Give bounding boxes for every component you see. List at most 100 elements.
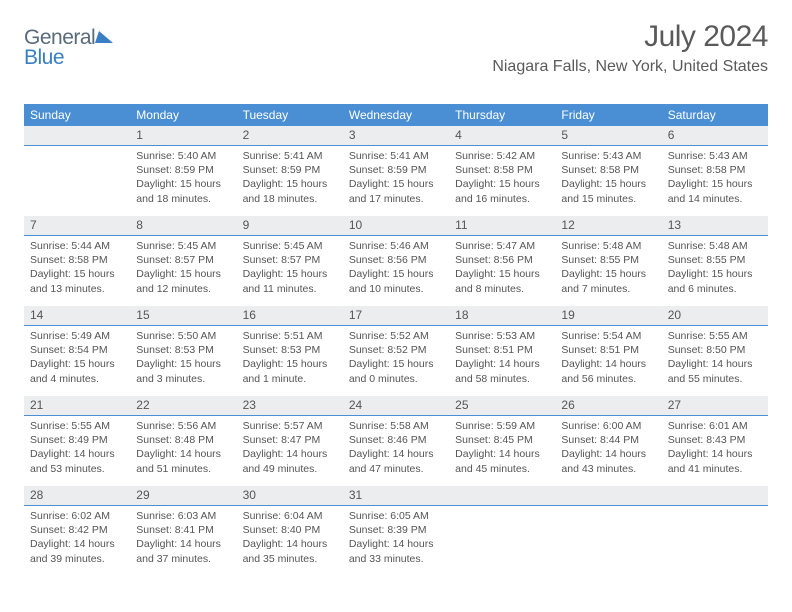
daynum-row: 28293031 [24,486,768,506]
daylight-text: Daylight: 15 hours and 15 minutes. [561,177,655,205]
day-detail: Sunrise: 6:00 AMSunset: 8:44 PMDaylight:… [555,416,661,486]
day-number: 6 [662,126,768,145]
daylight-text: Daylight: 14 hours and 45 minutes. [455,447,549,475]
sunrise-text: Sunrise: 5:48 AM [561,239,655,253]
sunset-text: Sunset: 8:55 PM [668,253,762,267]
sunrise-text: Sunrise: 5:41 AM [243,149,337,163]
sunrise-text: Sunrise: 6:03 AM [136,509,230,523]
sunset-text: Sunset: 8:51 PM [561,343,655,357]
sunset-text: Sunset: 8:59 PM [349,163,443,177]
page-subtitle: Niagara Falls, New York, United States [492,58,768,76]
day-number: 12 [555,216,661,235]
day-number: 24 [343,396,449,415]
day-header: Thursday [449,104,555,126]
day-detail: Sunrise: 5:52 AMSunset: 8:52 PMDaylight:… [343,326,449,396]
sunset-text: Sunset: 8:41 PM [136,523,230,537]
sunrise-text: Sunrise: 5:41 AM [349,149,443,163]
logo-triangle-icon [95,29,113,48]
day-number: 22 [130,396,236,415]
day-number: 27 [662,396,768,415]
detail-row: Sunrise: 5:55 AMSunset: 8:49 PMDaylight:… [24,416,768,486]
daylight-text: Daylight: 15 hours and 3 minutes. [136,357,230,385]
day-number: 16 [237,306,343,325]
sunset-text: Sunset: 8:58 PM [30,253,124,267]
daylight-text: Daylight: 14 hours and 56 minutes. [561,357,655,385]
day-detail: Sunrise: 5:42 AMSunset: 8:58 PMDaylight:… [449,146,555,216]
sunset-text: Sunset: 8:46 PM [349,433,443,447]
day-header: Monday [130,104,236,126]
sunset-text: Sunset: 8:58 PM [455,163,549,177]
sunrise-text: Sunrise: 5:52 AM [349,329,443,343]
daylight-text: Daylight: 14 hours and 39 minutes. [30,537,124,565]
day-number: 1 [130,126,236,145]
day-detail [449,506,555,576]
sunset-text: Sunset: 8:47 PM [243,433,337,447]
sunrise-text: Sunrise: 5:49 AM [30,329,124,343]
daylight-text: Daylight: 15 hours and 18 minutes. [136,177,230,205]
day-number: 4 [449,126,555,145]
sunrise-text: Sunrise: 5:43 AM [668,149,762,163]
day-detail: Sunrise: 5:56 AMSunset: 8:48 PMDaylight:… [130,416,236,486]
day-detail: Sunrise: 5:44 AMSunset: 8:58 PMDaylight:… [24,236,130,306]
daylight-text: Daylight: 15 hours and 17 minutes. [349,177,443,205]
day-number: 17 [343,306,449,325]
daylight-text: Daylight: 14 hours and 47 minutes. [349,447,443,475]
daylight-text: Daylight: 14 hours and 35 minutes. [243,537,337,565]
daynum-row: 14151617181920 [24,306,768,326]
day-number: 26 [555,396,661,415]
day-number: 5 [555,126,661,145]
sunrise-text: Sunrise: 5:45 AM [243,239,337,253]
day-number: 7 [24,216,130,235]
day-detail: Sunrise: 5:57 AMSunset: 8:47 PMDaylight:… [237,416,343,486]
day-header: Wednesday [343,104,449,126]
day-number [449,486,555,505]
daylight-text: Daylight: 15 hours and 18 minutes. [243,177,337,205]
day-detail: Sunrise: 6:03 AMSunset: 8:41 PMDaylight:… [130,506,236,576]
day-detail: Sunrise: 5:53 AMSunset: 8:51 PMDaylight:… [449,326,555,396]
day-detail: Sunrise: 5:40 AMSunset: 8:59 PMDaylight:… [130,146,236,216]
logo-line2: Blue [24,46,64,70]
day-detail: Sunrise: 5:46 AMSunset: 8:56 PMDaylight:… [343,236,449,306]
daylight-text: Daylight: 15 hours and 11 minutes. [243,267,337,295]
day-number: 14 [24,306,130,325]
day-header: Sunday [24,104,130,126]
sunset-text: Sunset: 8:42 PM [30,523,124,537]
day-detail [555,506,661,576]
day-detail: Sunrise: 5:41 AMSunset: 8:59 PMDaylight:… [237,146,343,216]
detail-row: Sunrise: 6:02 AMSunset: 8:42 PMDaylight:… [24,506,768,576]
sunrise-text: Sunrise: 5:56 AM [136,419,230,433]
day-detail [24,146,130,216]
daylight-text: Daylight: 15 hours and 8 minutes. [455,267,549,295]
day-number: 13 [662,216,768,235]
sunrise-text: Sunrise: 5:45 AM [136,239,230,253]
day-number [24,126,130,145]
daylight-text: Daylight: 14 hours and 51 minutes. [136,447,230,475]
day-detail: Sunrise: 5:50 AMSunset: 8:53 PMDaylight:… [130,326,236,396]
sunrise-text: Sunrise: 6:01 AM [668,419,762,433]
sunrise-text: Sunrise: 6:04 AM [243,509,337,523]
day-number: 11 [449,216,555,235]
day-number: 8 [130,216,236,235]
day-detail: Sunrise: 6:04 AMSunset: 8:40 PMDaylight:… [237,506,343,576]
day-detail: Sunrise: 5:55 AMSunset: 8:49 PMDaylight:… [24,416,130,486]
day-detail: Sunrise: 5:55 AMSunset: 8:50 PMDaylight:… [662,326,768,396]
day-detail: Sunrise: 6:02 AMSunset: 8:42 PMDaylight:… [24,506,130,576]
day-header: Saturday [662,104,768,126]
day-detail: Sunrise: 5:51 AMSunset: 8:53 PMDaylight:… [237,326,343,396]
day-number: 9 [237,216,343,235]
day-header: Friday [555,104,661,126]
day-number: 28 [24,486,130,505]
day-detail: Sunrise: 5:54 AMSunset: 8:51 PMDaylight:… [555,326,661,396]
day-number: 31 [343,486,449,505]
daylight-text: Daylight: 15 hours and 4 minutes. [30,357,124,385]
day-header-row: Sunday Monday Tuesday Wednesday Thursday… [24,104,768,126]
sunrise-text: Sunrise: 5:40 AM [136,149,230,163]
day-detail: Sunrise: 5:58 AMSunset: 8:46 PMDaylight:… [343,416,449,486]
sunrise-text: Sunrise: 5:58 AM [349,419,443,433]
sunrise-text: Sunrise: 5:50 AM [136,329,230,343]
daylight-text: Daylight: 15 hours and 14 minutes. [668,177,762,205]
sunset-text: Sunset: 8:55 PM [561,253,655,267]
daylight-text: Daylight: 15 hours and 16 minutes. [455,177,549,205]
day-number [662,486,768,505]
sunset-text: Sunset: 8:54 PM [30,343,124,357]
